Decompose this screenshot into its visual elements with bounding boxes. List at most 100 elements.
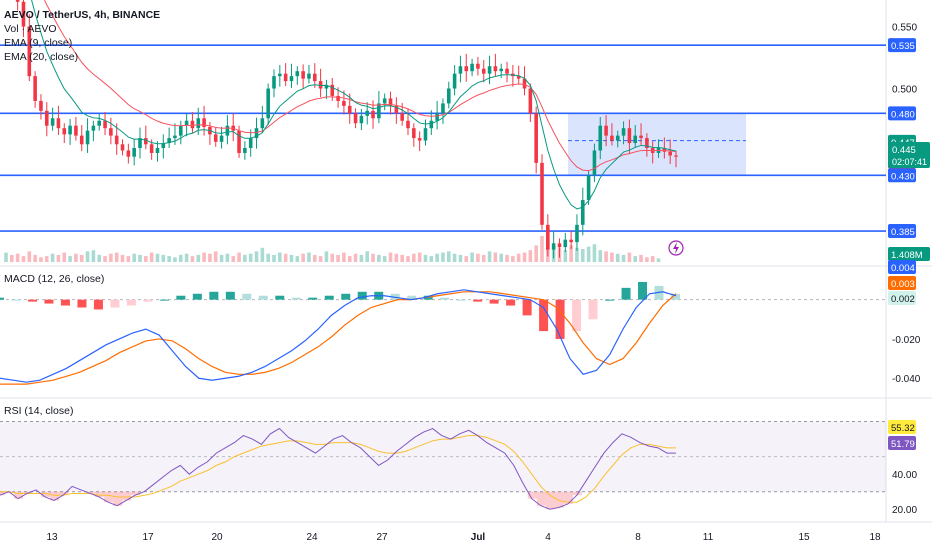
volume-bar bbox=[138, 254, 142, 262]
volume-bar bbox=[39, 257, 43, 262]
volume-bar bbox=[68, 256, 72, 262]
volume-bar bbox=[4, 252, 8, 262]
volume-bar bbox=[610, 252, 614, 262]
candle-body bbox=[260, 118, 265, 129]
macd-histogram-bar bbox=[27, 299, 37, 302]
candle-body bbox=[85, 130, 90, 145]
volume-bar bbox=[213, 251, 218, 262]
candle-body bbox=[50, 118, 55, 126]
candle-body bbox=[161, 143, 166, 149]
candle-body bbox=[62, 128, 67, 135]
price-badge bbox=[888, 224, 916, 239]
volume-bar bbox=[10, 254, 14, 262]
rsi-oversold-fill bbox=[563, 491, 573, 504]
volume-bar bbox=[382, 256, 387, 262]
rsi-tick-label: 20.00 bbox=[892, 505, 917, 516]
candle-body bbox=[423, 128, 428, 141]
volume-bar bbox=[161, 254, 166, 262]
volume-bar bbox=[534, 245, 538, 262]
candle-body bbox=[382, 98, 387, 104]
main-legend: AEVO / TetherUS, 4h, BINANCE Vol · AEVO … bbox=[4, 8, 160, 64]
candle-body bbox=[528, 88, 533, 114]
candle-body bbox=[225, 125, 230, 136]
candle-body bbox=[307, 73, 311, 79]
signal-value-badge bbox=[888, 276, 916, 290]
candle-body bbox=[429, 120, 434, 129]
rsi-ma-value: 55.32 bbox=[891, 423, 915, 434]
candle-body bbox=[155, 148, 160, 153]
volume-bar bbox=[248, 253, 253, 262]
volume-bar bbox=[598, 250, 603, 262]
macd-histogram-bar bbox=[407, 295, 417, 300]
macd-histogram-bar bbox=[357, 291, 367, 300]
candle-body bbox=[196, 118, 201, 129]
candle-body bbox=[604, 125, 608, 136]
volume-bar bbox=[184, 253, 189, 262]
candle-body bbox=[674, 155, 678, 157]
volume-bar bbox=[208, 253, 212, 262]
candle-body bbox=[44, 110, 49, 126]
volume-bar bbox=[481, 254, 486, 262]
volume-bar bbox=[470, 252, 474, 262]
volume-bar bbox=[144, 256, 148, 262]
candle-body bbox=[627, 128, 632, 144]
candle-body bbox=[394, 105, 399, 114]
candle-body bbox=[120, 144, 125, 151]
candle-body bbox=[557, 243, 562, 248]
volume-bar bbox=[103, 256, 107, 262]
candle-body bbox=[114, 135, 119, 145]
ema20-label[interactable]: EMA (20, close) bbox=[4, 51, 79, 63]
volume-bar bbox=[167, 256, 171, 262]
volume-bar bbox=[330, 253, 335, 262]
volume-bar bbox=[132, 253, 136, 262]
volume-bar bbox=[21, 256, 26, 262]
volume-bar bbox=[91, 250, 96, 262]
macd-histogram-bar bbox=[440, 297, 450, 300]
candle-body bbox=[219, 135, 224, 142]
ema9-label[interactable]: EMA (9, close) bbox=[4, 37, 73, 49]
candle-body bbox=[237, 130, 241, 153]
symbol-title[interactable]: AEVO / TetherUS, 4h, BINANCE bbox=[4, 9, 161, 21]
macd-histogram-bar bbox=[209, 291, 219, 300]
candle-body bbox=[103, 120, 107, 129]
candle-body bbox=[173, 135, 177, 139]
volume-bar bbox=[604, 251, 608, 262]
volume-bar bbox=[196, 254, 201, 262]
macd-histogram-bar bbox=[291, 297, 301, 300]
candle-body bbox=[283, 73, 288, 82]
candle-body bbox=[91, 125, 96, 131]
candle-body bbox=[441, 103, 445, 114]
macd-title: MACD (12, 26, close) bbox=[4, 273, 105, 285]
volume-bar bbox=[580, 249, 585, 262]
volume-bar bbox=[516, 253, 521, 262]
candle-body bbox=[243, 148, 247, 153]
candle-body bbox=[499, 68, 504, 72]
macd-histogram-bar bbox=[225, 291, 235, 300]
volume-bar bbox=[225, 253, 230, 262]
volume-bar bbox=[318, 256, 323, 262]
macd-histogram-bar bbox=[60, 299, 70, 306]
time-tick-label: 13 bbox=[46, 532, 58, 543]
macd-legend[interactable]: MACD (12, 26, close) bbox=[4, 272, 104, 286]
candle-body bbox=[534, 113, 538, 163]
volume-bar bbox=[190, 256, 195, 262]
volume-bar bbox=[342, 252, 346, 262]
candle-body bbox=[516, 76, 521, 79]
volume-bar bbox=[417, 252, 422, 262]
candle-body bbox=[190, 120, 195, 129]
ema9-line bbox=[31, 0, 677, 210]
candle-body bbox=[248, 138, 253, 149]
volume-bar bbox=[126, 256, 131, 262]
candle-body bbox=[645, 138, 649, 149]
volume-label[interactable]: Vol · AEVO bbox=[4, 23, 57, 35]
rsi-line bbox=[0, 427, 676, 510]
candle-body bbox=[289, 76, 294, 82]
macd-histogram-bar bbox=[638, 281, 648, 300]
candle-body bbox=[481, 68, 486, 74]
rsi-legend[interactable]: RSI (14, close) bbox=[4, 404, 73, 418]
volume-bar bbox=[633, 256, 638, 262]
candle-body bbox=[74, 125, 78, 136]
volume-bar bbox=[569, 245, 573, 262]
